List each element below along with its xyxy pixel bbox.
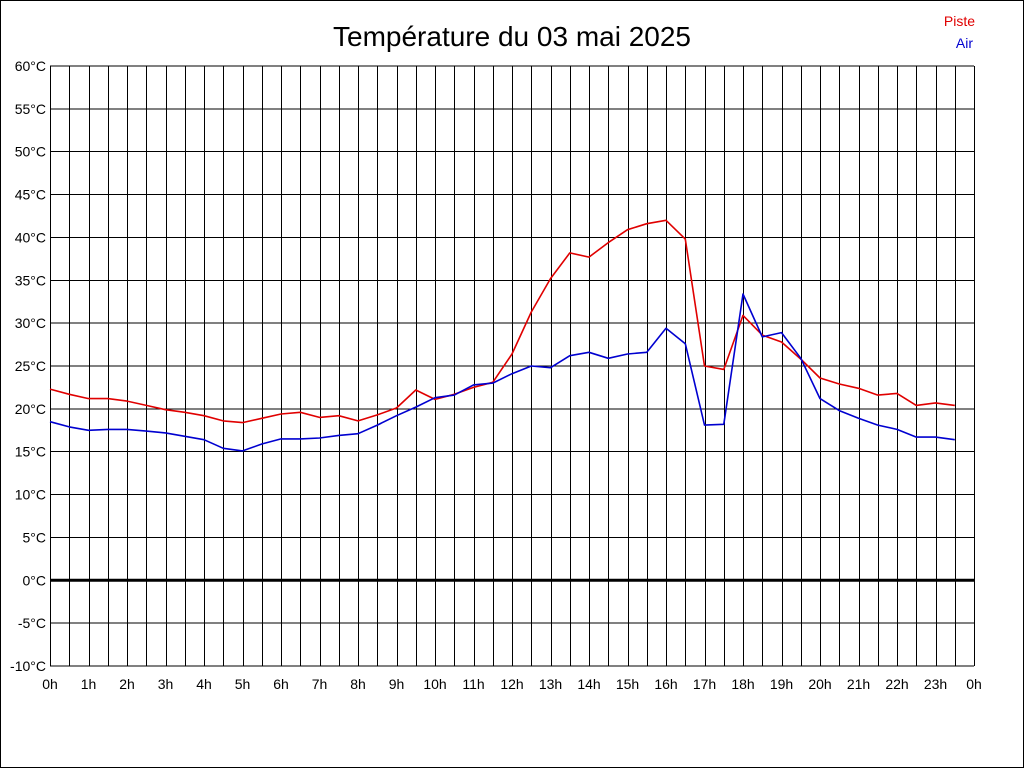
y-tick-label: 50°C (15, 144, 46, 160)
x-tick-label: 11h (462, 676, 484, 692)
legend-entry-air: Air (956, 35, 973, 51)
series-layer (49, 219, 955, 452)
x-tick-label: 4h (196, 676, 212, 692)
x-tick-label: 19h (770, 676, 793, 692)
series-line-air (49, 293, 955, 452)
x-tick-label: 10h (423, 676, 446, 692)
x-tick-label: 0h (42, 676, 58, 692)
x-tick-label: 16h (654, 676, 677, 692)
series-line-piste (49, 219, 955, 424)
y-tick-label: 55°C (15, 101, 46, 117)
y-axis-ticks: 60°C 55°C 50°C 45°C 40°C 35°C 30°C 25°C 20°C 15°C… (10, 58, 46, 674)
y-tick-label: 15°C (15, 444, 46, 460)
x-tick-label: 14h (577, 676, 600, 692)
x-tick-label: 3h (158, 676, 174, 692)
y-tick-label: 60°C (15, 58, 46, 74)
x-tick-label: 7h (312, 676, 328, 692)
x-tick-label: 1h (81, 676, 97, 692)
legend-entry-piste: Piste (944, 13, 975, 29)
x-tick-label: 21h (847, 676, 870, 692)
y-tick-label: 20°C (15, 401, 46, 417)
x-tick-label: 15h (616, 676, 639, 692)
y-tick-label: -5°C (18, 615, 46, 631)
chart-title: Température du 03 mai 2025 (333, 21, 691, 52)
x-tick-label: 12h (500, 676, 523, 692)
x-tick-label: 2h (119, 676, 135, 692)
y-tick-label: 40°C (15, 229, 46, 245)
x-tick-label: 13h (539, 676, 562, 692)
legend: Piste Air (944, 13, 975, 51)
x-tick-label: 0h (966, 676, 982, 692)
x-tick-label: 9h (389, 676, 405, 692)
x-tick-label: 6h (273, 676, 289, 692)
x-axis-ticks: 0h 1h 2h 3h 4h 5h 6h 7h 8h 9h 10h 11h 12h 13h 14h 15h 16… (42, 676, 982, 692)
y-tick-label: 10°C (15, 487, 46, 503)
x-tick-label: 18h (731, 676, 754, 692)
x-tick-label: 23h (924, 676, 947, 692)
x-tick-label: 5h (235, 676, 251, 692)
x-tick-label: 8h (350, 676, 366, 692)
y-tick-label: 45°C (15, 187, 46, 203)
x-tick-label: 17h (693, 676, 716, 692)
y-tick-label: 5°C (23, 529, 47, 545)
x-tick-label: 20h (808, 676, 831, 692)
y-tick-label: 25°C (15, 358, 46, 374)
grid (50, 65, 975, 667)
y-tick-label: 30°C (15, 315, 46, 331)
y-tick-label: 35°C (15, 272, 46, 288)
y-tick-label: 0°C (23, 572, 47, 588)
y-tick-label: -10°C (10, 658, 46, 674)
x-tick-label: 22h (885, 676, 908, 692)
